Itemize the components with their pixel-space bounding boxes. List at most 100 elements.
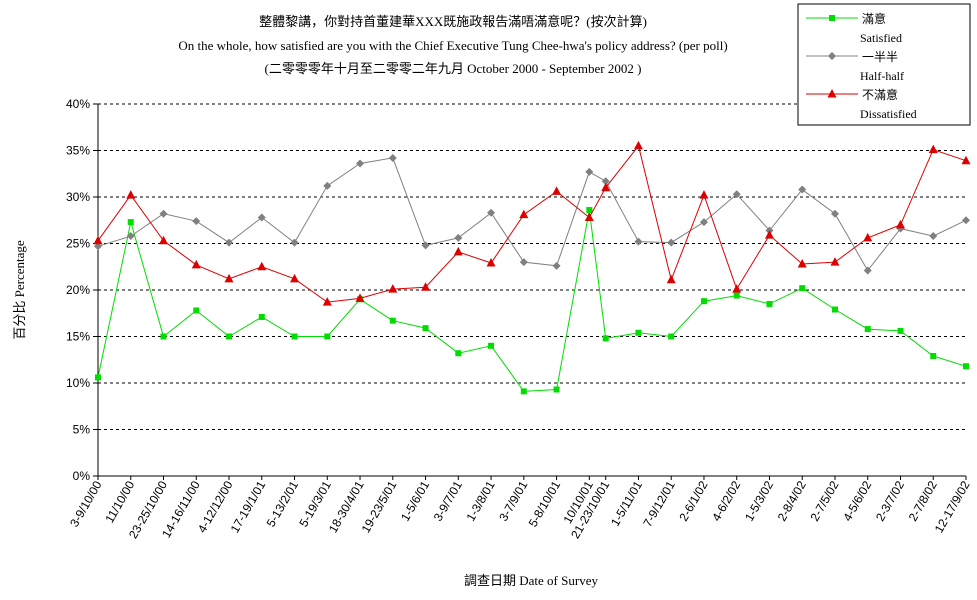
x-tick-label: 1-5/3/02 [742, 478, 776, 523]
x-tick-label: 2-7/8/02 [906, 478, 940, 523]
x-tick-label: 5-19/3/01 [296, 478, 334, 529]
y-tick-label: 5% [73, 423, 91, 437]
data-point [635, 329, 642, 336]
data-point [226, 333, 233, 340]
y-tick-label: 15% [66, 330, 90, 344]
data-point [290, 273, 300, 283]
data-point [586, 207, 593, 214]
data-point [928, 144, 938, 154]
data-point [93, 235, 103, 245]
data-point [126, 190, 136, 199]
data-point [291, 333, 298, 340]
data-point [699, 218, 708, 227]
data-point [160, 333, 167, 340]
data-point [733, 292, 740, 299]
data-point [95, 374, 101, 381]
data-point [455, 350, 462, 357]
data-point [830, 257, 840, 266]
series-line [97, 209, 967, 392]
x-tick-label: 1-5/11/01 [608, 478, 645, 528]
data-point [257, 261, 267, 271]
legend-marker [829, 15, 835, 21]
data-point [192, 217, 201, 226]
legend: 滿意 Satisfied 一半半 Half-half 不滿意 Dissatisfied [797, 3, 971, 126]
x-tick-label: 2-7/5/02 [807, 478, 841, 523]
series-line [97, 144, 967, 303]
data-point [584, 212, 594, 221]
x-tick-label: 2-8/4/02 [775, 478, 809, 523]
series-layer [93, 140, 971, 395]
data-point [895, 219, 905, 229]
data-point [601, 182, 611, 192]
data-point [225, 238, 234, 247]
data-point [797, 258, 807, 268]
data-point [520, 388, 527, 395]
data-point [389, 317, 396, 324]
y-tick-label: 20% [66, 283, 90, 297]
data-point [766, 300, 773, 307]
x-tick-label: 1-5/6/01 [398, 478, 432, 523]
data-point [193, 307, 200, 314]
data-point [601, 177, 610, 186]
y-tick-label: 35% [66, 144, 90, 158]
legend-label: 滿意 [862, 11, 886, 26]
data-point [634, 237, 643, 246]
series-line [97, 157, 967, 272]
data-point [191, 259, 201, 269]
x-tick-label: 2-3/7/02 [873, 478, 907, 523]
data-point [764, 230, 774, 239]
x-tick-label: 1-3/8/01 [464, 478, 498, 523]
legend-label: 一半半 [862, 50, 898, 64]
legend-label-en: Dissatisfied [860, 107, 917, 121]
data-point [159, 209, 168, 218]
data-point [633, 140, 643, 150]
data-point [454, 233, 463, 242]
data-point [668, 333, 675, 340]
data-point [732, 190, 741, 199]
data-point [290, 238, 299, 247]
y-axis-ticks: 0% 5% 10% 15% 20% 25% 30% 35% 40% [66, 97, 98, 483]
data-point [94, 242, 102, 251]
data-point [356, 159, 365, 168]
x-tick-label: 7-9/12/01 [640, 478, 678, 529]
y-tick-label: 25% [66, 237, 90, 251]
gridlines [98, 103, 966, 430]
data-point [453, 246, 463, 256]
x-tick-label: 4-6/2/02 [709, 478, 743, 523]
data-point [388, 153, 397, 162]
data-point [799, 285, 806, 292]
data-point [324, 333, 331, 340]
data-point [488, 342, 495, 349]
legend-marker [827, 89, 837, 98]
data-point [519, 209, 529, 219]
data-point [863, 232, 873, 242]
legend-label: 不滿意 [862, 87, 898, 102]
data-point [585, 167, 594, 176]
data-point [388, 284, 398, 293]
x-axis-title: 調查日期 Date of Survey [464, 573, 598, 588]
data-point [258, 313, 265, 320]
legend-label-en: Half-half [860, 69, 904, 83]
data-point [323, 181, 332, 190]
data-point [864, 326, 871, 333]
chart-subtitle: On the whole, how satisfied are you with… [178, 38, 727, 53]
x-tick-label: 4-5/6/02 [840, 478, 874, 523]
data-point [322, 297, 332, 306]
data-point [421, 282, 431, 291]
series-satisfied [95, 207, 969, 395]
x-tick-label: 5-8/10/01 [526, 478, 564, 529]
chart-title: 整體黎講，你對持首董建華XXX既施政報告滿唔滿意呢？(按次計算) [259, 14, 647, 29]
data-point [700, 298, 707, 305]
data-point [257, 213, 266, 222]
data-point [552, 261, 561, 270]
y-tick-label: 10% [66, 376, 90, 390]
data-point [127, 219, 134, 226]
data-point [963, 363, 969, 370]
y-axis-title: 百分比 Percentage [12, 240, 27, 340]
data-point [666, 274, 676, 284]
x-tick-label: 11/10/00 [102, 478, 137, 525]
x-tick-label: 3-9/7/01 [431, 478, 465, 523]
chart-subtitle-2: (二零零零年十月至二零零二年九月 October 2000 - Septembe… [265, 61, 642, 76]
x-axis-ticks: 3-9/10/0011/10/0023-25/10/0014-16/11/004… [67, 476, 973, 541]
data-point [699, 190, 709, 199]
